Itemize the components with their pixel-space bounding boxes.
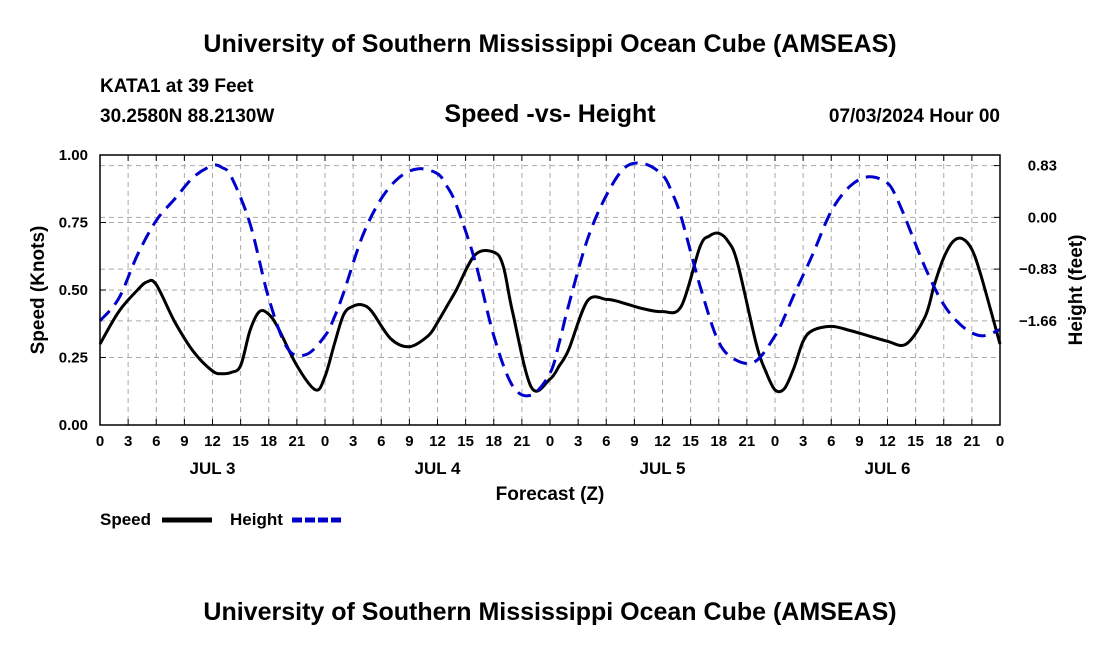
y2-tick-label: 0.83: [1028, 158, 1057, 175]
y-axis-title: Speed (Knots): [28, 226, 49, 355]
x-tick-label: 9: [180, 433, 188, 450]
x-tick-label: 12: [879, 433, 896, 450]
x-tick-label: 18: [710, 433, 727, 450]
station-name: KATA1 at 39 Feet: [100, 76, 254, 97]
x-tick-label: 0: [96, 433, 104, 450]
x-tick-label: 6: [602, 433, 610, 450]
x-tick-label: 21: [289, 433, 306, 450]
station-coordinates: 30.2580N 88.2130W: [100, 106, 275, 127]
chart-subtitle: Speed -vs- Height: [444, 100, 656, 128]
x-tick-label: 6: [377, 433, 385, 450]
x-tick-label: 21: [739, 433, 756, 450]
x-tick-label: 18: [260, 433, 277, 450]
x-tick-label: 9: [855, 433, 863, 450]
x-tick-label: 3: [574, 433, 582, 450]
y-tick-label: 0.00: [59, 417, 88, 434]
legend-height-label: Height: [230, 510, 283, 529]
x-tick-label: 15: [457, 433, 474, 450]
y-tick-label: 1.00: [59, 147, 88, 164]
y2-tick-label: −0.83: [1019, 261, 1057, 278]
x-tick-label: 15: [682, 433, 699, 450]
x-tick-label: 6: [152, 433, 160, 450]
footer-title: University of Southern Mississippi Ocean…: [203, 598, 897, 626]
x-tick-label: 18: [485, 433, 502, 450]
legend: Speed Height: [100, 510, 342, 529]
grid: [100, 154, 1000, 425]
y2-tick-label: 0.00: [1028, 209, 1057, 226]
y2-tick-label: −1.66: [1019, 313, 1057, 330]
x-tick-label: 6: [827, 433, 835, 450]
y-tick-label: 0.75: [59, 215, 88, 232]
x-tick-label: 18: [935, 433, 952, 450]
x-axis-title: Forecast (Z): [496, 484, 605, 505]
speed-series-line: [98, 231, 1002, 394]
x-tick-label: 3: [799, 433, 807, 450]
x-tick-label: 15: [232, 433, 249, 450]
x-tick-label: 21: [964, 433, 981, 450]
forecast-time: 07/03/2024 Hour 00: [828, 106, 1000, 127]
x-tick-label: 3: [349, 433, 357, 450]
day-label: JUL 5: [640, 459, 686, 478]
y2-axis-title: Height (feet): [1066, 235, 1087, 346]
x-tick-label: 9: [405, 433, 413, 450]
legend-speed-label: Speed: [100, 510, 151, 529]
x-tick-label: 3: [124, 433, 132, 450]
day-label: JUL 6: [865, 459, 911, 478]
x-tick-label: 9: [630, 433, 638, 450]
x-tick-label: 15: [907, 433, 924, 450]
y-tick-label: 0.50: [59, 282, 88, 299]
x-tick-label: 12: [429, 433, 446, 450]
x-tick-label: 0: [771, 433, 779, 450]
day-label: JUL 3: [190, 459, 236, 478]
y-tick-label: 0.25: [59, 350, 88, 367]
chart-title: University of Southern Mississippi Ocean…: [203, 30, 897, 58]
x-tick-label: 0: [321, 433, 329, 450]
x-tick-label: 12: [654, 433, 671, 450]
series: [98, 161, 1002, 398]
x-tick-label: 12: [204, 433, 221, 450]
height-series-line: [98, 161, 1001, 398]
x-tick-label: 21: [514, 433, 531, 450]
axes: 0 3 6 9 12 15 18 21 0 3 6 9 12 15 18 21 0 3 6 9 12 15 18 21 0 3 6 9…: [28, 147, 1087, 505]
x-tick-label: 0: [546, 433, 554, 450]
day-label: JUL 4: [415, 459, 462, 478]
x-tick-label: 0: [996, 433, 1004, 450]
